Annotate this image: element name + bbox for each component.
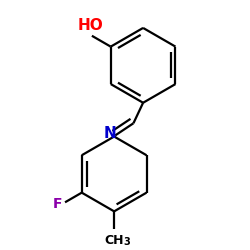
Text: HO: HO [78,18,104,33]
Text: CH: CH [104,234,124,247]
Text: 3: 3 [123,238,130,248]
Text: N: N [104,126,117,141]
Text: F: F [53,196,62,210]
